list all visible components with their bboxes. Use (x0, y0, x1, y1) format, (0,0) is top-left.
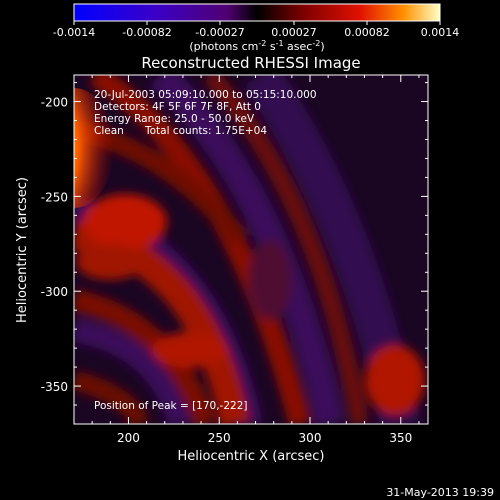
colorbar-unit-label: (photons cm-2 s-1 asec-2) (189, 39, 324, 53)
image-area (74, 75, 428, 424)
x-tick-label: 300 (299, 431, 322, 445)
colorbar-ticks (73, 21, 441, 25)
y-axis-ticks: -200 -250 -300 -350 (41, 82, 428, 425)
chart-title: Reconstructed RHESSI Image (141, 54, 360, 72)
y-tick-label: -300 (41, 285, 68, 299)
colorbar-tick-label: 0.00082 (344, 26, 390, 39)
timestamp-footer: 31-May-2013 19:39 (386, 486, 494, 499)
y-tick-label: -350 (41, 380, 68, 394)
x-axis-label: Heliocentric X (arcsec) (178, 449, 325, 464)
peak-position-label: Position of Peak = [170,-222] (94, 400, 248, 412)
colorbar-tick-label: -0.00027 (195, 26, 244, 39)
colorbar-tick-label: 0.00027 (271, 26, 317, 39)
algorithm-annotation: Clean (94, 125, 124, 137)
y-tick-label: -250 (41, 190, 68, 204)
x-tick-label: 350 (389, 431, 412, 445)
colorbar-tick-label: -0.0014 (53, 26, 95, 39)
peak-source (74, 88, 114, 208)
time-range-annotation: 20-Jul-2003 05:09:10.000 to 05:15:10.000 (94, 89, 317, 101)
plot-frame (73, 74, 429, 425)
detectors-annotation: Detectors: 4F 5F 6F 7F 8F, Att 0 (94, 101, 261, 113)
colorbar-tick-label: 0.0014 (421, 26, 460, 39)
x-tick-label: 250 (208, 431, 231, 445)
y-tick-label: -200 (41, 96, 68, 110)
y-axis-label: Heliocentric Y (arcsec) (15, 177, 30, 323)
x-tick-label: 200 (117, 431, 140, 445)
total-counts-annotation: Total counts: 1.75E+04 (144, 125, 267, 137)
colorbar-tick-label: -0.00082 (122, 26, 171, 39)
colorbar (73, 3, 441, 22)
energy-range-annotation: Energy Range: 25.0 - 50.0 keV (94, 113, 255, 125)
x-axis-ticks: 200 250 300 350 (73, 75, 420, 445)
